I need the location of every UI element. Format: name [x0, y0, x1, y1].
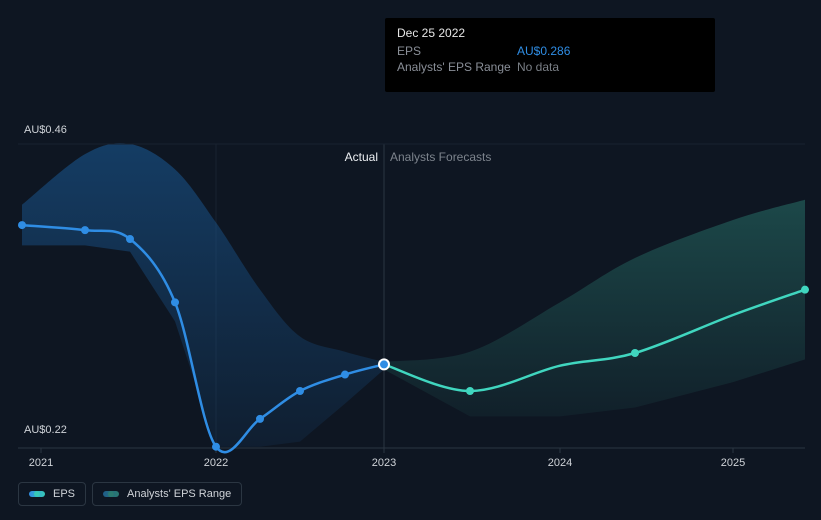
y-tick-min: AU$0.22 — [24, 424, 67, 436]
legend-swatch-range — [103, 491, 119, 497]
tooltip-range-value: No data — [517, 60, 559, 74]
chart-tooltip: Dec 25 2022 EPS AU$0.286 Analysts' EPS R… — [385, 18, 715, 92]
tooltip-range-label: Analysts' EPS Range — [397, 60, 517, 74]
x-tick-2021: 2021 — [29, 457, 53, 469]
chart-legend: EPS Analysts' EPS Range — [18, 482, 242, 506]
x-tick-2025: 2025 — [721, 457, 745, 469]
legend-label-range: Analysts' EPS Range — [127, 488, 231, 500]
legend-swatch-eps — [29, 491, 45, 497]
tooltip-date: Dec 25 2022 — [397, 26, 703, 40]
legend-item-range[interactable]: Analysts' EPS Range — [92, 482, 242, 506]
legend-item-eps[interactable]: EPS — [18, 482, 86, 506]
region-label-actual: Actual — [345, 150, 378, 164]
x-tick-2024: 2024 — [548, 457, 572, 469]
legend-label-eps: EPS — [53, 488, 75, 500]
tooltip-eps-label: EPS — [397, 44, 517, 58]
x-tick-2023: 2023 — [372, 457, 396, 469]
region-label-forecast: Analysts Forecasts — [390, 150, 491, 164]
eps-chart: AU$0.46 AU$0.22 2021 2022 2023 2024 2025… — [0, 0, 821, 520]
tooltip-eps-value: AU$0.286 — [517, 44, 570, 58]
x-tick-2022: 2022 — [204, 457, 228, 469]
y-tick-max: AU$0.46 — [24, 124, 67, 136]
